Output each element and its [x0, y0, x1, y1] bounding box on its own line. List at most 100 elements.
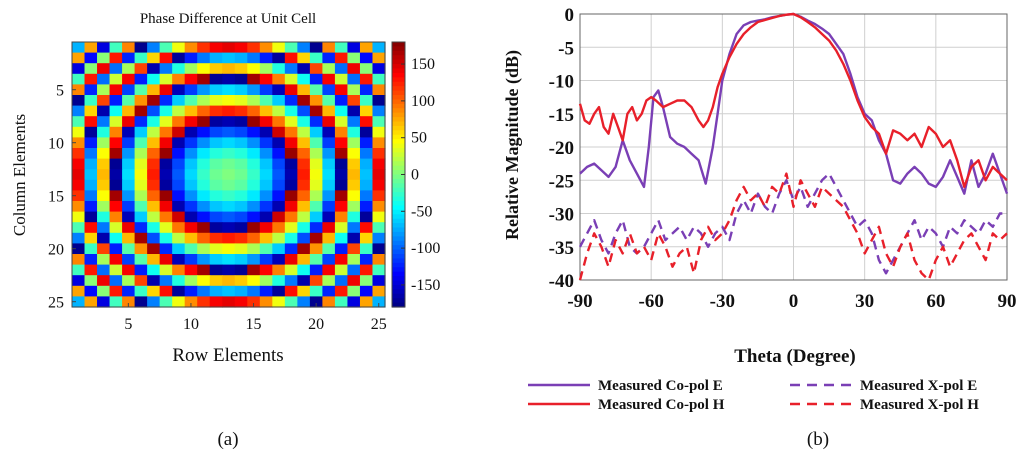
heatmap-cell: [72, 169, 86, 181]
heatmap-cell: [122, 264, 136, 276]
heatmap-cell: [72, 201, 86, 213]
heatmap-cell: [347, 84, 361, 96]
heatmap-y-tick-label: 20: [48, 242, 64, 259]
line-chart-x-tick-label: -60: [639, 291, 664, 312]
colorbar-segment: [392, 99, 405, 105]
heatmap-cell: [222, 232, 236, 244]
heatmap-cell: [172, 126, 186, 138]
heatmap-cell: [359, 211, 374, 223]
colorbar-segment: [392, 103, 405, 109]
heatmap-cell: [347, 73, 361, 85]
heatmap-cell: [159, 179, 173, 191]
heatmap-cell: [334, 105, 349, 117]
heatmap-cell: [309, 254, 323, 266]
heatmap-cell: [247, 275, 261, 287]
heatmap-cell: [284, 232, 298, 244]
heatmap-cell: [272, 137, 286, 149]
heatmap-cell: [197, 201, 211, 213]
heatmap-cell: [72, 179, 86, 191]
heatmap-cell: [372, 222, 386, 234]
heatmap-cell: [309, 158, 323, 170]
heatmap-cell: [334, 222, 349, 234]
heatmap-cell: [297, 243, 311, 255]
heatmap-cell: [284, 52, 298, 64]
heatmap-cell: [109, 95, 123, 107]
heatmap-cell: [134, 148, 148, 160]
heatmap-cell: [284, 116, 298, 128]
heatmap-cell: [272, 201, 286, 213]
heatmap-cell: [297, 179, 311, 191]
heatmap-cell: [247, 285, 261, 297]
heatmap-cell: [197, 126, 211, 138]
heatmap-cell: [222, 285, 236, 297]
heatmap-cell: [172, 52, 186, 64]
heatmap-cell: [222, 158, 236, 170]
heatmap-cell: [97, 84, 111, 96]
heatmap-cell: [322, 243, 336, 255]
heatmap-cell: [159, 211, 173, 223]
heatmap-cell: [172, 211, 186, 223]
heatmap-cell: [259, 63, 273, 75]
heatmap-cell: [159, 296, 173, 308]
heatmap-cell: [359, 84, 374, 96]
heatmap-cell: [147, 296, 161, 308]
heatmap-cell: [197, 148, 211, 160]
heatmap-cell: [109, 264, 123, 276]
heatmap-cell: [347, 105, 361, 117]
colorbar-segment: [392, 152, 405, 158]
heatmap-cell: [259, 264, 273, 276]
heatmap-cell: [234, 73, 248, 85]
heatmap-cell: [372, 42, 386, 54]
heatmap-cell: [322, 148, 336, 160]
heatmap-y-tick-label: 5: [56, 83, 64, 100]
heatmap-cell: [184, 105, 198, 117]
colorbar-segment: [392, 214, 405, 220]
heatmap-cell: [197, 275, 211, 287]
heatmap-cell: [309, 232, 323, 244]
heatmap-cell: [84, 296, 98, 308]
legend-label: Measured Co-pol E: [598, 378, 723, 394]
heatmap-cell: [159, 169, 173, 181]
heatmap-cell: [322, 201, 336, 213]
heatmap-cell: [234, 63, 248, 75]
heatmap-cell: [259, 52, 273, 64]
colorbar-segment: [392, 201, 405, 207]
heatmap-cell: [109, 285, 123, 297]
heatmap-cell: [147, 84, 161, 96]
heatmap-cell: [122, 148, 136, 160]
heatmap-cell: [134, 73, 148, 85]
heatmap-cell: [309, 126, 323, 138]
colorbar-segment: [392, 90, 405, 96]
heatmap-cell: [97, 73, 111, 85]
heatmap-cell: [359, 137, 374, 149]
heatmap-cell: [297, 95, 311, 107]
heatmap-cell: [272, 296, 286, 308]
heatmap-cell: [247, 211, 261, 223]
heatmap-cell: [147, 222, 161, 234]
heatmap-cell: [209, 84, 223, 96]
heatmap-cell: [159, 232, 173, 244]
colorbar-segment: [392, 125, 405, 131]
heatmap-cell: [234, 95, 248, 107]
heatmap-cell: [109, 158, 123, 170]
heatmap-cell: [234, 137, 248, 149]
colorbar-segment: [392, 192, 405, 198]
heatmap-cell: [334, 73, 349, 85]
heatmap-cell: [172, 179, 186, 191]
heatmap-cell: [272, 179, 286, 191]
colorbar-segment: [392, 117, 405, 123]
heatmap-cell: [284, 275, 298, 287]
heatmap-cell: [309, 243, 323, 255]
heatmap-cell: [222, 264, 236, 276]
colorbar-segment: [392, 245, 405, 251]
heatmap-y-tick-label: 25: [48, 295, 64, 312]
heatmap-cell: [272, 148, 286, 160]
colorbar-segment: [392, 72, 405, 78]
colorbar-segment: [392, 134, 405, 140]
heatmap-cell: [97, 232, 111, 244]
heatmap-cell: [334, 137, 349, 149]
heatmap-cell: [372, 232, 386, 244]
heatmap-cell: [272, 169, 286, 181]
heatmap-cell: [147, 148, 161, 160]
heatmap-cell: [197, 243, 211, 255]
